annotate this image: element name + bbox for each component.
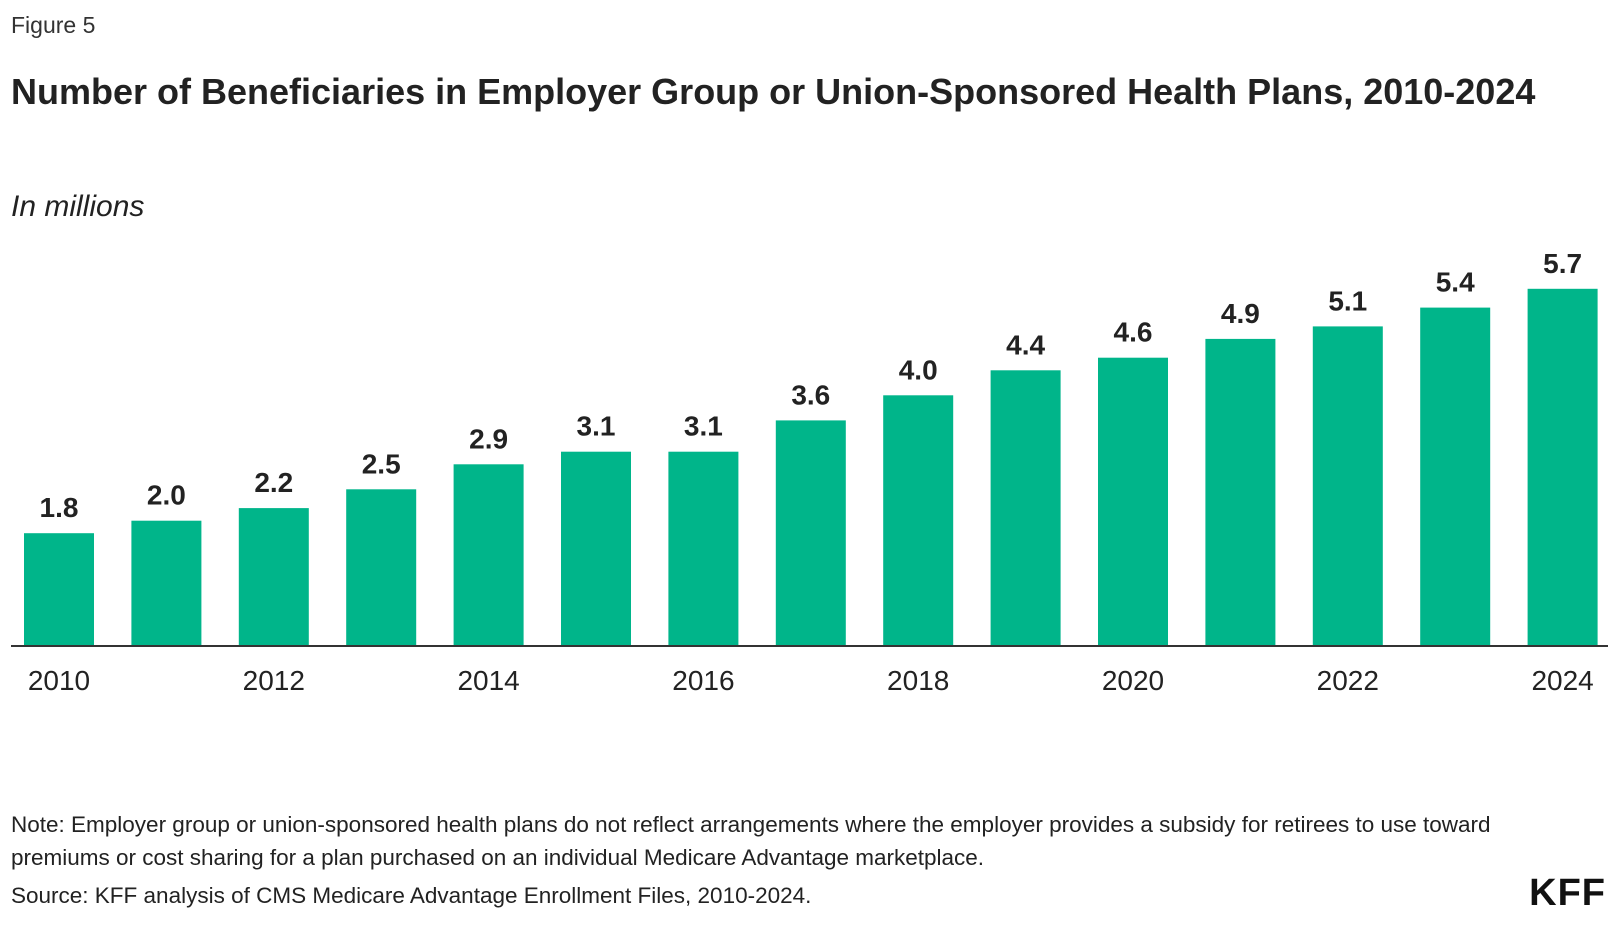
tick-label-2016: 2016: [672, 665, 734, 696]
bar-2022: [1312, 326, 1383, 646]
bar-2017: [775, 420, 846, 646]
bar-2023: [1420, 307, 1491, 646]
value-label-2023: 5.4: [1436, 267, 1475, 298]
chart-note: Note: Employer group or union-sponsored …: [11, 812, 1491, 870]
bar-2013: [346, 489, 417, 646]
value-label-2012: 2.2: [254, 467, 293, 498]
tick-label-2022: 2022: [1317, 665, 1379, 696]
tick-label-2020: 2020: [1102, 665, 1164, 696]
value-label-2013: 2.5: [362, 448, 401, 479]
chart-title: Number of Beneficiaries in Employer Grou…: [11, 71, 1536, 112]
value-label-2022: 5.1: [1328, 285, 1367, 316]
bar-2020: [1098, 357, 1168, 646]
value-label-2019: 4.4: [1006, 329, 1045, 360]
value-label-2014: 2.9: [469, 423, 508, 454]
bar-2024: [1527, 288, 1598, 646]
bar-2019: [990, 370, 1061, 646]
tick-label-2012: 2012: [243, 665, 305, 696]
bar-2015: [561, 451, 631, 646]
kff-logo: KFF: [1529, 872, 1606, 914]
value-label-2017: 3.6: [791, 379, 830, 410]
value-label-2021: 4.9: [1221, 298, 1260, 329]
value-label-2020: 4.6: [1114, 317, 1153, 348]
bar-2016: [668, 451, 739, 646]
bar-chart: 1.8 2.0 2.2 2.5 2.9 3.1 3.1 3.6 4.0 4.4 4.6 4.9 5.1 5…: [11, 248, 1608, 696]
tick-label-2010: 2010: [28, 665, 90, 696]
value-label-2015: 3.1: [577, 411, 616, 442]
bar-2010: [24, 533, 94, 646]
tick-label-2014: 2014: [457, 665, 519, 696]
bar-2011: [131, 520, 202, 646]
tick-label-2018: 2018: [887, 665, 949, 696]
tick-label-2024: 2024: [1531, 665, 1593, 696]
chart-source: Source: KFF analysis of CMS Medicare Adv…: [11, 883, 812, 908]
value-label-2024: 5.7: [1543, 248, 1582, 279]
value-label-2011: 2.0: [147, 480, 186, 511]
bar-2018: [883, 395, 954, 646]
bar-2021: [1205, 338, 1276, 646]
bar-2014: [453, 464, 524, 646]
chart-subtitle: In millions: [11, 190, 145, 223]
bars-group: [24, 288, 1598, 646]
value-label-2016: 3.1: [684, 411, 723, 442]
value-labels-group: 1.8 2.0 2.2 2.5 2.9 3.1 3.1 3.6 4.0 4.4 4.6 4.9 5.1 5…: [40, 248, 1583, 523]
value-label-2010: 1.8: [40, 492, 79, 523]
tick-labels-group: 2010 2012 2014 2016 2018 2020 2022 2024: [28, 665, 1594, 696]
figure-label: Figure 5: [11, 12, 96, 38]
bar-2012: [238, 508, 309, 646]
value-label-2018: 4.0: [899, 354, 938, 385]
